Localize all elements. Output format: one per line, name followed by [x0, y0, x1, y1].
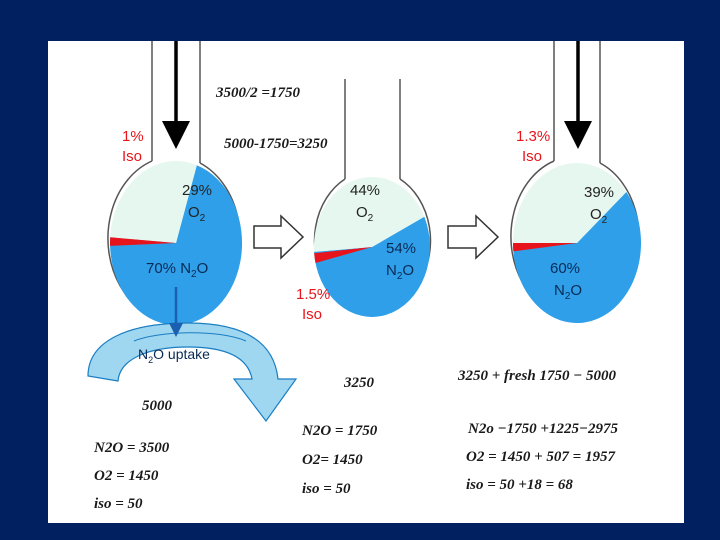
sphere-2-o2-percent: 44%	[350, 182, 380, 199]
sphere-3-iso-slice	[513, 243, 577, 252]
sphere-1-iso-percent: 1%	[122, 128, 144, 145]
col3-o2: O2 = 1450 + 507 = 1957	[466, 449, 615, 465]
sphere-2-iso-slice	[314, 247, 372, 263]
sphere-3: 1.3% Iso 39% O2 60% N2O	[510, 41, 642, 324]
sphere-2-o2-slice	[313, 176, 425, 252]
col2-total: 3250	[344, 375, 374, 391]
note-half-uptake: 3500/2 =1750	[216, 85, 300, 101]
sphere-1-neck	[151, 41, 201, 163]
sphere-3-iso-word: Iso	[522, 148, 542, 165]
col2-o2: O2= 1450	[302, 452, 363, 468]
col3-iso: iso = 50 +18 = 68	[466, 477, 573, 493]
uptake-curved-arrow	[87, 322, 298, 423]
sphere-1: 1% Iso 29% O2 70% N2O	[107, 41, 243, 326]
uptake-label: N2O uptake	[138, 346, 210, 365]
transition-arrow-2	[447, 214, 500, 260]
sphere-1-iso-slice	[109, 237, 176, 246]
sphere-3-n2o-slice	[513, 192, 642, 324]
col1-iso: iso = 50	[94, 496, 143, 512]
col2-iso: iso = 50	[302, 481, 351, 497]
sphere-1-o2-percent: 29%	[182, 182, 212, 199]
sphere-3-iso-percent: 1.3%	[516, 128, 550, 145]
col3-n2o: N2o −1750 +1225−2975	[468, 421, 619, 437]
uptake-down-arrowhead	[169, 323, 183, 337]
uptake-band	[133, 332, 247, 342]
sphere-1-iso-word: Iso	[122, 148, 142, 165]
sphere-2-iso-percent: 1.5%	[296, 286, 330, 303]
transition-arrow-1	[253, 214, 305, 260]
col2-n2o: N2O = 1750	[302, 423, 378, 439]
uptake-diagram: 1% Iso 29% O2 70% N2O N2O uptake 44% O2 …	[87, 41, 642, 423]
uptake-value: 5000	[142, 398, 172, 414]
note-remaining: 5000-1750=3250	[224, 136, 328, 152]
sphere-2-n2o-label: N2O	[386, 262, 414, 282]
sphere-1-n2o-label: 70% N2O	[146, 260, 208, 280]
sphere-3-o2-label: O2	[590, 206, 608, 226]
sphere-1-n2o-slice	[110, 165, 243, 326]
sphere-2-n2o-slice	[314, 216, 430, 317]
sphere-2-n2o-percent: 54%	[386, 240, 416, 257]
slide-panel: 1% Iso 29% O2 70% N2O N2O uptake 44% O2 …	[48, 41, 684, 523]
sphere-2-neck	[344, 79, 401, 179]
sphere-3-n2o-percent: 60%	[550, 260, 580, 277]
sphere-3-neck	[553, 41, 601, 163]
sphere-2: 44% O2 54% N2O 1.5% Iso	[296, 79, 432, 323]
col1-n2o: N2O = 3500	[94, 440, 170, 456]
sphere-3-o2-slice	[513, 163, 627, 243]
sphere-3-n2o-label: N2O	[554, 282, 582, 302]
col1-o2: O2 = 1450	[94, 468, 159, 484]
sphere-3-o2-percent: 39%	[584, 184, 614, 201]
sphere-2-o2-label: O2	[356, 204, 374, 224]
col3-total: 3250 + fresh 1750 − 5000	[458, 368, 617, 384]
sphere-1-o2-label: O2	[188, 204, 206, 224]
uptake-arrow: N2O uptake	[87, 287, 298, 423]
sphere-1-o2-slice	[110, 161, 197, 243]
sphere-2-iso-word: Iso	[302, 306, 322, 323]
